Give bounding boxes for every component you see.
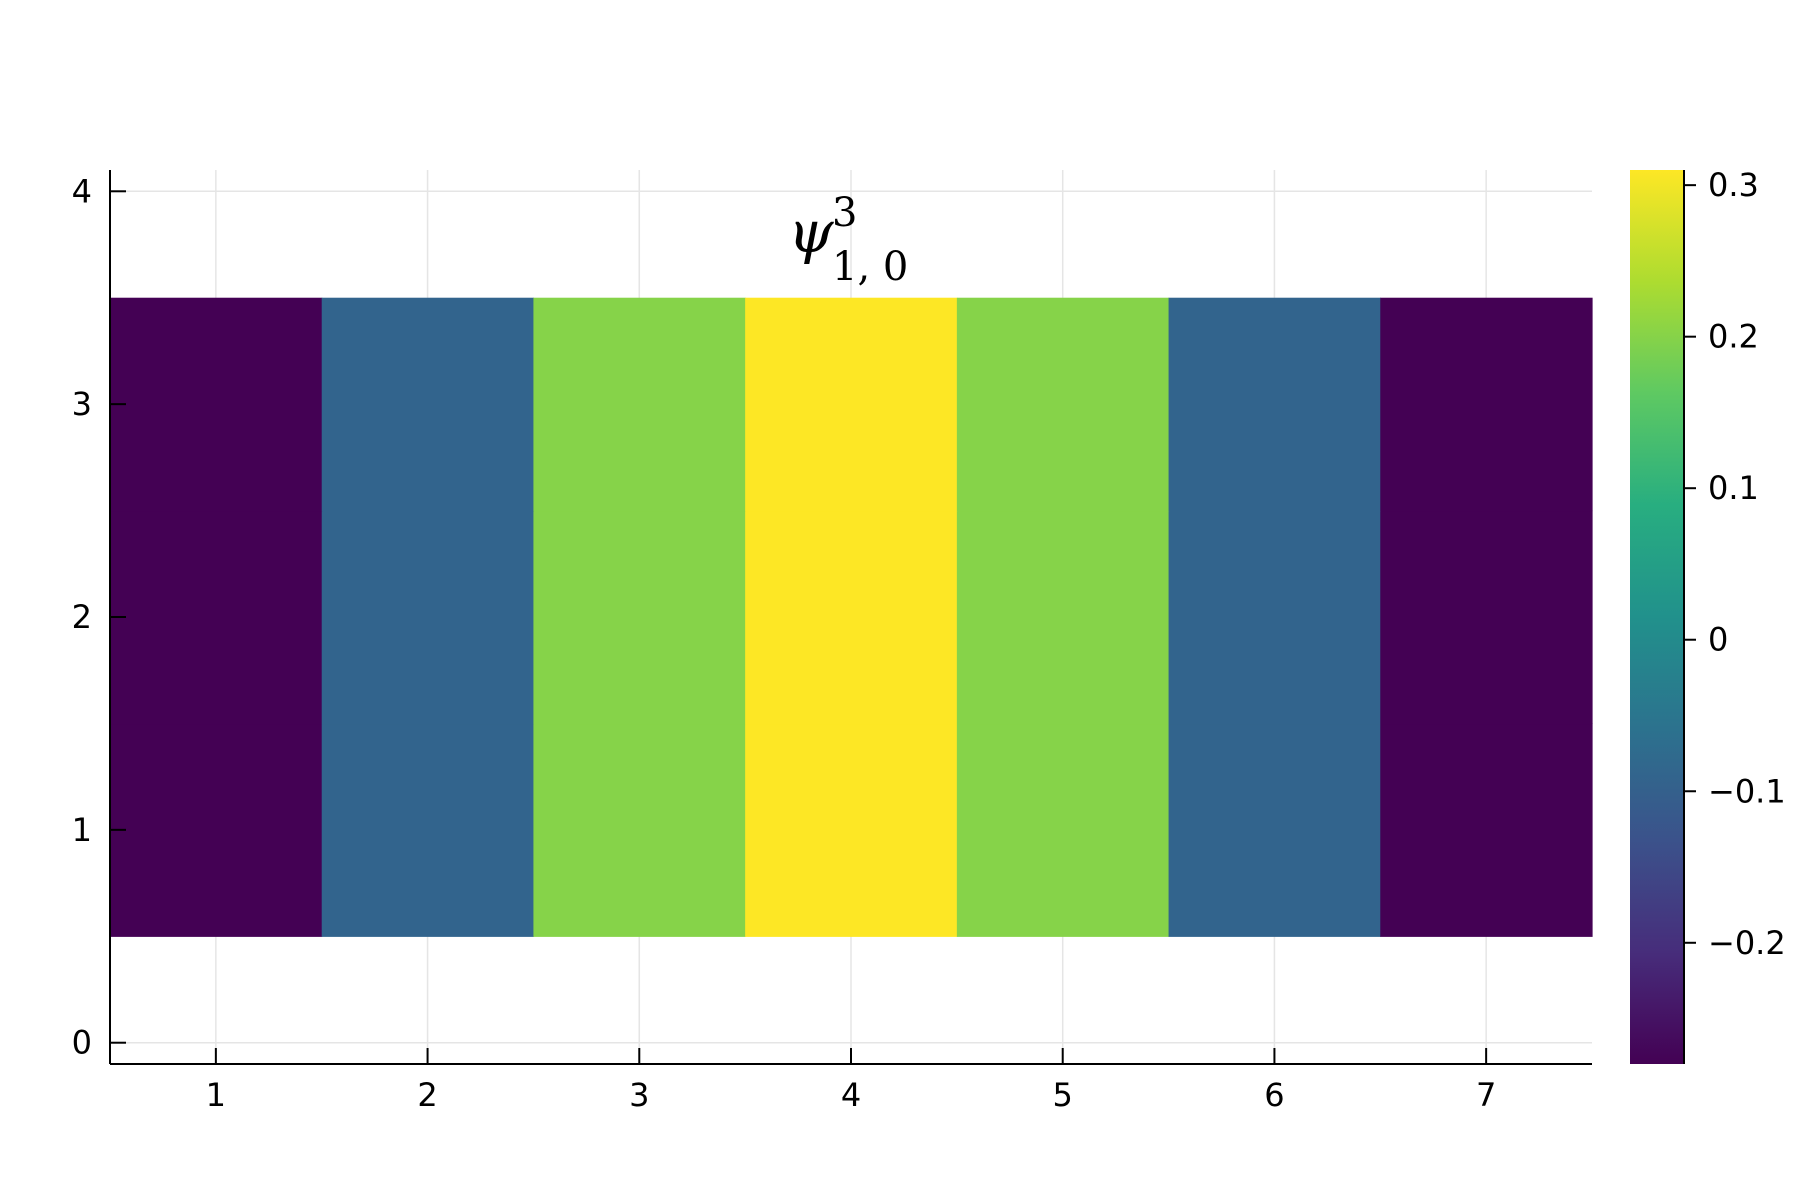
heatmap-cell: [533, 723, 746, 937]
heatmap-cell: [956, 723, 1170, 937]
y-axis-ticks: 0 1 2 3 4: [72, 172, 126, 1062]
heatmap-cell: [745, 510, 958, 725]
colorbar-tick-label: 0: [1708, 621, 1728, 659]
x-axis-ticks: 1 2 3 4 5 6 7: [206, 1048, 1496, 1114]
title-subscript: 1, 0: [832, 244, 908, 290]
heatmap-cell: [533, 297, 746, 512]
heatmap-cell: [321, 510, 535, 725]
title-symbol: ψ: [788, 198, 834, 266]
chart-title: ψ 3 1, 0: [788, 190, 908, 290]
heatmap-cell: [110, 297, 323, 512]
y-tick-label: 4: [72, 172, 92, 210]
heatmap-cells: [110, 297, 1593, 937]
colorbar-gradient: [1630, 170, 1684, 1064]
heatmap-cell: [745, 297, 958, 512]
heatmap-cell: [110, 723, 323, 937]
heatmap-cell: [321, 723, 535, 937]
colorbar-tick-label: −0.1: [1708, 772, 1786, 810]
heatmap-cell: [1168, 723, 1381, 937]
y-tick-label: 2: [72, 598, 92, 636]
title-superscript: 3: [832, 190, 857, 236]
x-tick-label: 4: [841, 1076, 861, 1114]
x-tick-label: 7: [1476, 1076, 1496, 1114]
x-tick-label: 3: [629, 1076, 649, 1114]
heatmap-cell: [956, 510, 1170, 725]
heatmap-cell: [110, 510, 323, 725]
heatmap-cell: [321, 297, 535, 512]
y-tick-label: 0: [72, 1024, 92, 1062]
colorbar: −0.2 −0.1 0 0.1 0.2 0.3: [1630, 166, 1786, 1064]
colorbar-tick-label: −0.2: [1708, 924, 1786, 962]
heatmap-cell: [533, 510, 746, 725]
heatmap-cell: [956, 297, 1170, 512]
colorbar-tick-label: 0.3: [1708, 166, 1759, 204]
x-tick-label: 1: [206, 1076, 226, 1114]
heatmap-cell: [745, 723, 958, 937]
colorbar-ticks: −0.2 −0.1 0 0.1 0.2 0.3: [1684, 166, 1786, 962]
x-tick-label: 6: [1264, 1076, 1284, 1114]
colorbar-tick-label: 0.1: [1708, 469, 1759, 507]
y-tick-label: 3: [72, 385, 92, 423]
heatmap-cell: [1380, 510, 1593, 725]
colorbar-tick-label: 0.2: [1708, 318, 1759, 356]
heatmap-cell: [1168, 297, 1381, 512]
heatmap-cell: [1168, 510, 1381, 725]
y-tick-label: 1: [72, 811, 92, 849]
heatmap-cell: [1380, 297, 1593, 512]
heatmap-cell: [1380, 723, 1593, 937]
x-tick-label: 2: [417, 1076, 437, 1114]
x-tick-label: 5: [1053, 1076, 1073, 1114]
